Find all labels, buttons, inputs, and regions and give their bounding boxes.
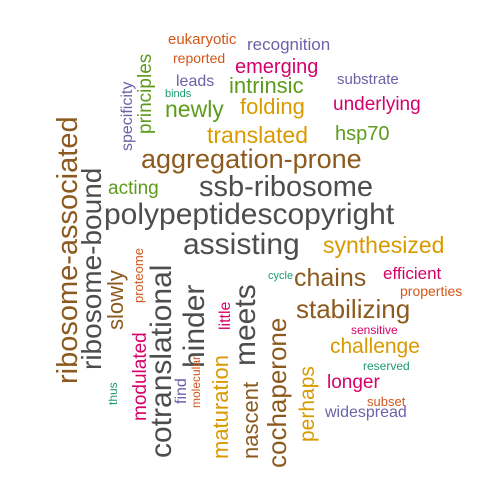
word-widespread: widespread [325, 404, 407, 421]
word-find: find [173, 378, 190, 404]
word-chains: chains [294, 264, 367, 292]
word-polypeptidescopyright: polypeptidescopyright [104, 198, 395, 231]
word-underlying: underlying [333, 94, 421, 115]
word-cotranslational: cotranslational [145, 264, 178, 458]
word-longer: longer [327, 372, 380, 393]
word-reported: reported [173, 50, 226, 66]
word-subset: reserved [363, 359, 410, 373]
word-ribosome-bound: ribosome-bound [76, 167, 107, 370]
word-eukaryotic: eukaryotic [168, 31, 237, 48]
word-stabilizing: stabilizing [296, 294, 411, 324]
word-cochaperone: cochaperone [262, 317, 292, 468]
word-newly: newly [165, 96, 224, 122]
word-synthesized: synthesized [323, 232, 445, 258]
word-binds: molecular [189, 355, 203, 408]
word-proteome: proteome [131, 248, 146, 303]
word-nascent: nascent [238, 381, 263, 459]
word-maturation: maturation [208, 355, 233, 459]
word-folding: folding [240, 94, 305, 119]
word-ssb-ribosome: ssb-ribosome [199, 171, 374, 203]
word-elsevier: subset [367, 394, 406, 409]
word-leads: leads [176, 73, 215, 90]
word-efficient: efficient [383, 264, 442, 283]
word-acting: acting [108, 178, 159, 199]
word-challenge: challenge [330, 335, 420, 358]
word-substrate: substrate [337, 71, 399, 88]
word-emerging: emerging [235, 56, 319, 78]
word-modulated: modulated [130, 332, 151, 421]
word-molecular: thus [106, 382, 120, 405]
word-intrinsic: intrinsic [229, 73, 304, 98]
word-sensitive: binds [165, 88, 192, 100]
word-hsp70: hsp70 [335, 123, 390, 145]
word-reserved: sensitive [351, 323, 398, 337]
word-recognition: recognition [247, 35, 331, 54]
word-slowly: slowly [103, 270, 128, 330]
word-aggregation-prone: aggregation-prone [141, 144, 362, 174]
word-perhaps: perhaps [296, 366, 319, 442]
word-thus: cycle [268, 270, 294, 282]
word-little: little [217, 301, 234, 330]
word-assisting: assisting [183, 228, 300, 261]
word-specificity: specificity [119, 81, 136, 151]
word-properties: properties [400, 283, 463, 299]
word-translated: translated [207, 122, 309, 148]
word-meets: meets [229, 284, 262, 366]
word-principles: principles [135, 53, 156, 134]
